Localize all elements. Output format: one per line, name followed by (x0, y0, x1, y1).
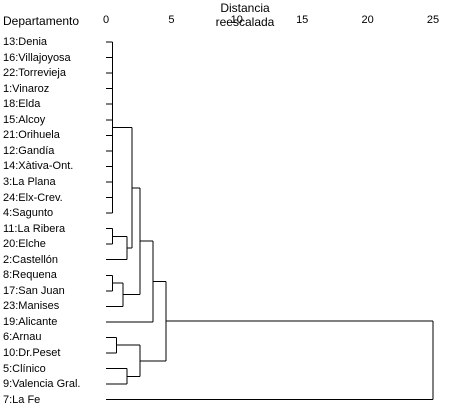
leaf-label: 11:La Ribera (3, 222, 66, 235)
leaf-label: 24:Elx-Crev. (3, 191, 63, 204)
leaf-label: 2:Castellón (3, 253, 59, 266)
leaf-label: 1:Vinaroz (3, 82, 50, 95)
leaf-label: 21:Orihuela (3, 129, 60, 142)
leaf-label: 9:Valencia Gral. (3, 378, 81, 391)
leaf-label: 7:La Fe (3, 393, 41, 406)
tick-label: 15 (296, 14, 309, 26)
leaf-label: 23:Manises (3, 300, 60, 313)
leaf-label: 5:Clínico (3, 362, 46, 375)
leaf-label: 14:Xàtiva-Ont. (3, 160, 74, 173)
leaf-label: 16:Villajoyosa (3, 51, 71, 64)
leaf-label: 19:Alicante (3, 315, 58, 328)
leaf-label: 22:Torrevieja (3, 67, 66, 80)
leaf-label: 18:Elda (3, 98, 41, 111)
tick-label: 0 (102, 14, 110, 26)
column-header: Departamento (3, 14, 80, 28)
tick-label: 5 (168, 14, 175, 26)
leaf-label: 20:Elche (3, 238, 46, 251)
tick-label: 20 (361, 14, 374, 26)
leaf-label: 12:Gandía (3, 144, 55, 157)
leaf-label: 17:San Juan (3, 284, 65, 297)
leaf-label: 10:Dr.Peset (3, 347, 61, 359)
leaf-label: 13:Denia (3, 36, 48, 48)
leaf-label: 3:La Plana (3, 175, 56, 188)
leaf-label: 15:Alcoy (3, 113, 46, 126)
axis-title: Distancia reescalada (215, 1, 275, 29)
leaf-label: 4:Sagunto (3, 207, 54, 220)
leaf-label: 8:Requena (3, 269, 57, 282)
tick-label: 25 (426, 14, 440, 26)
leaf-label: 6:Arnau (3, 331, 42, 344)
tick-label: 10 (230, 14, 243, 26)
